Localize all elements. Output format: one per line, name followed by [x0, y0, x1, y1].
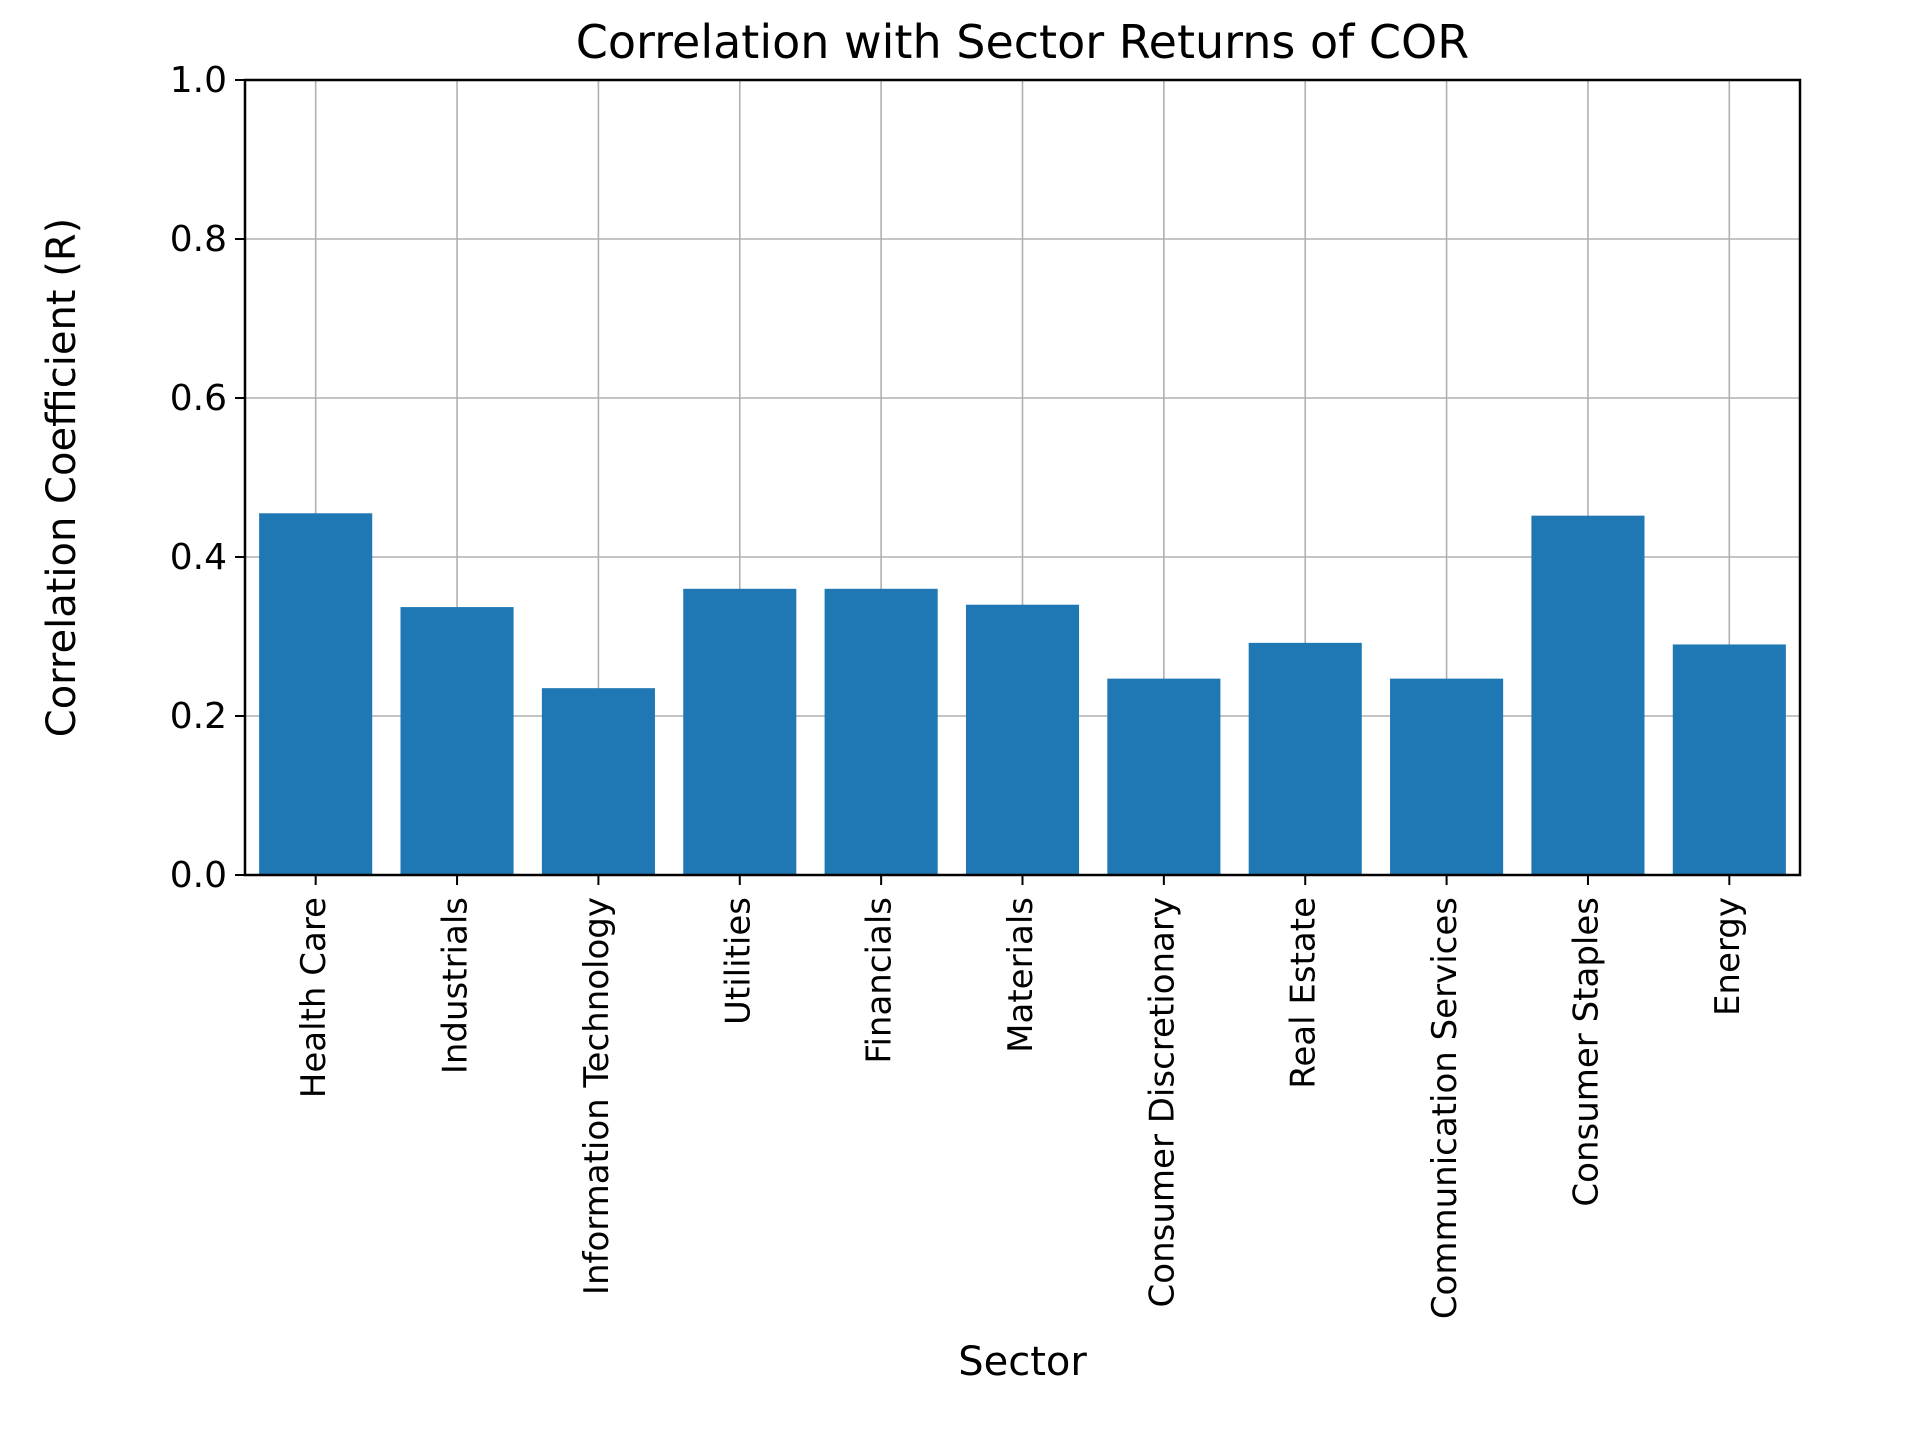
bar — [825, 589, 938, 875]
xtick-label: Energy — [1708, 897, 1748, 1016]
xtick-label: Information Technology — [577, 897, 617, 1295]
ytick-label: 0.6 — [170, 378, 227, 419]
bar — [1390, 679, 1503, 875]
xtick-label: Health Care — [294, 897, 334, 1098]
xtick-label: Communication Services — [1425, 897, 1465, 1319]
bar — [966, 605, 1079, 875]
bar — [401, 607, 514, 875]
bar — [1249, 643, 1362, 875]
ytick-label: 0.4 — [170, 537, 227, 578]
bar — [259, 513, 372, 875]
bar — [1531, 516, 1644, 875]
bar — [1107, 679, 1220, 875]
ytick-label: 1.0 — [170, 60, 227, 101]
xtick-label: Utilities — [718, 897, 758, 1025]
xtick-label: Financials — [860, 897, 900, 1064]
bar — [1673, 644, 1786, 875]
chart-title: Correlation with Sector Returns of COR — [576, 15, 1469, 69]
bar — [542, 688, 655, 875]
ytick-label: 0.0 — [170, 855, 227, 896]
chart-container: 0.0 0.2 0.4 0.6 0.8 1.0 Health Care Industrials… — [0, 0, 1920, 1440]
xtick-label: Consumer Discretionary — [1142, 897, 1182, 1307]
bar-chart: 0.0 0.2 0.4 0.6 0.8 1.0 Health Care Industrials… — [0, 0, 1920, 1440]
xtick-label: Industrials — [436, 897, 476, 1074]
xtick-label: Materials — [1001, 897, 1041, 1053]
ytick-label: 0.8 — [170, 219, 227, 260]
y-axis-label: Correlation Coefficient (R) — [39, 218, 85, 737]
bar — [683, 589, 796, 875]
xtick-label: Consumer Staples — [1566, 897, 1606, 1207]
ytick-label: 0.2 — [170, 696, 227, 737]
xtick-label: Real Estate — [1284, 897, 1324, 1089]
x-axis-label: Sector — [958, 1339, 1087, 1385]
